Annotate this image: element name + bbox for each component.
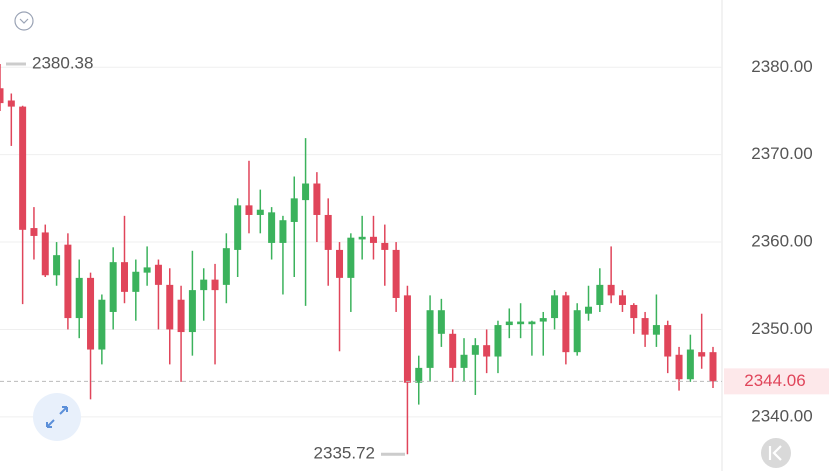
low-marker-label: 2335.72 [314,444,375,463]
y-tick-label: 2380.00 [751,57,812,76]
candle-body [369,236,377,243]
candle-body [290,198,298,222]
candle-body [460,354,468,368]
candle-body [641,318,649,335]
candle-body [268,212,276,243]
candle-body [143,267,151,273]
candle-body [75,277,83,319]
candle-body [562,295,570,353]
candle-body [392,249,400,298]
candle-body [403,295,411,383]
candle-body [709,352,717,382]
candle-body [234,205,242,250]
candle-body [517,321,525,325]
candle-body [279,220,287,243]
candle-body [675,354,683,380]
expand-bg [33,393,81,441]
expand-icon [46,406,68,428]
candle-body [200,279,208,291]
candle-body [415,367,423,383]
candle-body [245,205,253,215]
candle-body [381,242,389,250]
candle-body [471,345,479,355]
candle-body [324,214,332,250]
candle-body [313,183,321,215]
candle-body [19,106,27,230]
candle-body [109,262,117,312]
candle-body [505,321,513,326]
high-marker-label: 2380.38 [32,53,93,72]
candle-body [686,349,694,380]
candle-body [437,310,445,334]
candle-body [630,304,638,319]
candle-body [618,295,626,305]
candle-body [87,277,95,350]
candle-body [551,295,559,319]
y-tick-label: 2350.00 [751,319,812,338]
candle-body [30,228,38,236]
collapse-button[interactable] [14,11,34,31]
candle-body [302,183,310,201]
candle-body [585,306,593,314]
candle-body [539,318,547,322]
candle-body [426,310,434,368]
candle-body [449,333,457,368]
candle-body [120,262,128,292]
candle-body [596,284,604,305]
candle-body [166,284,174,330]
candle-body [494,325,502,357]
candle-body [64,244,72,319]
candle-body [347,237,355,278]
candle-body [188,290,196,333]
candle-body [177,299,185,333]
candle-body [573,310,581,353]
candle-body [652,325,660,335]
expand-button[interactable] [33,393,81,441]
candle-body [41,232,49,276]
last-price-label: 2344.06 [744,371,805,390]
candle-body [98,299,106,350]
y-tick-label: 2360.00 [751,232,812,251]
candle-body [483,345,491,357]
candle-body [211,279,219,291]
candle-body [53,255,61,276]
candle-body [154,264,162,285]
reset-icon [768,445,782,461]
reset-button[interactable] [761,438,791,468]
candle-body [664,325,672,357]
candle-body [698,352,706,357]
last-price-badge [724,368,829,395]
candle-body [607,284,615,296]
y-tick-label: 2370.00 [751,144,812,163]
candle-body [358,236,366,240]
reset-bg [761,438,791,468]
candle-body [132,271,140,292]
y-tick-label: 2340.00 [751,406,812,425]
candle-body [7,100,15,107]
candle-body [336,249,344,278]
candle-body [0,88,4,104]
candle-body [256,209,264,215]
candle-body [528,321,536,325]
candle-body [222,248,230,285]
